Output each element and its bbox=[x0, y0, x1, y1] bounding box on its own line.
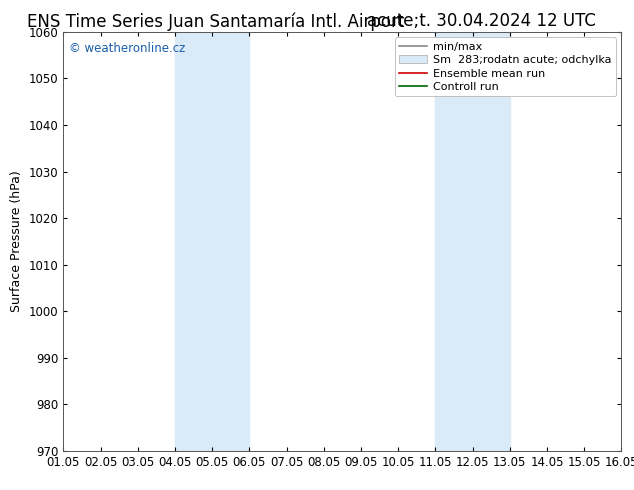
Text: © weatheronline.cz: © weatheronline.cz bbox=[69, 42, 185, 55]
Bar bbox=[175, 32, 249, 451]
Legend: min/max, Sm  283;rodatn acute; odchylka, Ensemble mean run, Controll run: min/max, Sm 283;rodatn acute; odchylka, … bbox=[395, 37, 616, 97]
Text: ENS Time Series Juan Santamaría Intl. Airport: ENS Time Series Juan Santamaría Intl. Ai… bbox=[27, 12, 404, 31]
Text: acute;t. 30.04.2024 12 UTC: acute;t. 30.04.2024 12 UTC bbox=[367, 12, 597, 30]
Y-axis label: Surface Pressure (hPa): Surface Pressure (hPa) bbox=[10, 171, 23, 312]
Bar bbox=[436, 32, 510, 451]
